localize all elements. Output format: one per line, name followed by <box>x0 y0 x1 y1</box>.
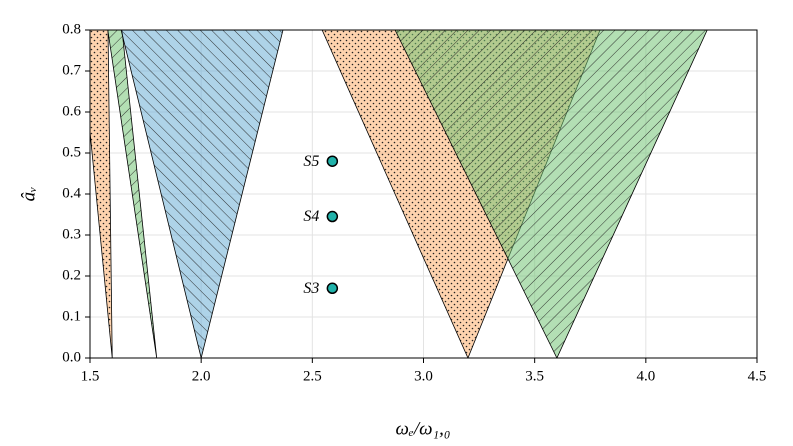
y-tick-label: 0.1 <box>62 308 81 324</box>
y-tick-label: 0.0 <box>62 349 81 365</box>
y-tick-label: 0.4 <box>62 185 81 201</box>
x-tick-label: 3.0 <box>414 368 433 384</box>
y-tick-label: 0.7 <box>62 62 81 78</box>
y-tick-label: 0.6 <box>62 103 81 119</box>
point <box>326 155 339 167</box>
point-label: S4 <box>303 208 319 225</box>
x-tick-label: 2.5 <box>303 368 322 384</box>
point-label: S3 <box>303 280 319 297</box>
x-tick-label: 4.0 <box>636 368 655 384</box>
region-hatch <box>90 30 113 358</box>
x-tick-label: 2.0 <box>192 368 211 384</box>
point <box>326 282 339 295</box>
y-tick-label: 0.5 <box>62 144 81 160</box>
region-hatch <box>107 30 158 358</box>
point-label: S5 <box>303 153 319 170</box>
y-tick-label: 0.8 <box>62 21 81 37</box>
x-tick-label: 1.5 <box>81 368 100 384</box>
region-hatch <box>394 30 708 358</box>
plot-frame <box>89 29 758 359</box>
y-tick-label: 0.2 <box>62 267 81 283</box>
region-hatch <box>120 30 284 358</box>
y-axis-label: âᵥ <box>18 187 39 202</box>
plot-area <box>90 30 708 358</box>
point <box>326 210 339 223</box>
y-tick-label: 0.3 <box>62 226 81 242</box>
x-axis-label: ωₑ/ω₁,₀ <box>395 418 450 439</box>
x-tick-label: 3.5 <box>525 368 544 384</box>
x-tick-label: 4.5 <box>748 368 767 384</box>
